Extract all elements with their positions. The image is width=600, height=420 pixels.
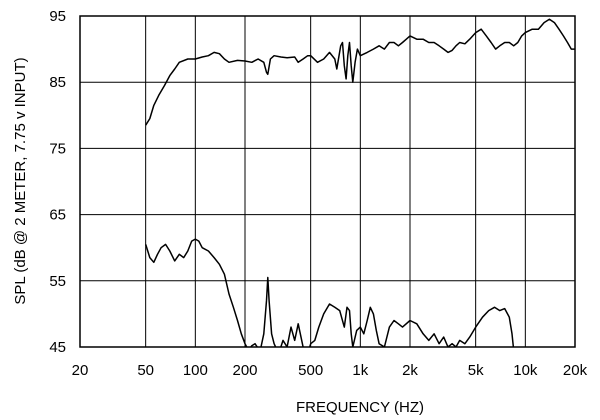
series-line-1 bbox=[145, 18, 575, 126]
x-tick-label: 50 bbox=[137, 362, 154, 379]
x-tick-label: 5k bbox=[468, 362, 484, 379]
series-line-2 bbox=[144, 238, 515, 347]
x-tick-label: 20k bbox=[563, 362, 588, 379]
x-tick-label: 10k bbox=[513, 362, 538, 379]
x-tick-labels: 20 50 100 200 500 1k 2k 5k 10k 20k bbox=[72, 362, 588, 379]
y-tick-label: 75 bbox=[49, 140, 66, 157]
x-tick-label: 500 bbox=[298, 362, 323, 379]
chart-series bbox=[144, 18, 575, 347]
y-tick-labels: 45 55 65 75 85 95 bbox=[49, 8, 66, 356]
y-tick-label: 45 bbox=[49, 339, 66, 356]
x-tick-label: 100 bbox=[183, 362, 208, 379]
x-tick-label: 200 bbox=[232, 362, 257, 379]
x-tick-label: 1k bbox=[352, 362, 368, 379]
plot-frame bbox=[79, 15, 576, 348]
x-tick-label: 2k bbox=[402, 362, 418, 379]
x-tick-label: 20 bbox=[72, 362, 89, 379]
y-tick-label: 95 bbox=[49, 8, 66, 25]
y-tick-label: 85 bbox=[49, 74, 66, 91]
y-tick-label: 55 bbox=[49, 273, 66, 290]
x-axis-title: FREQUENCY (HZ) bbox=[296, 399, 424, 416]
y-axis-title: SPL (dB @ 2 METER, 7.75 v INPUT) bbox=[12, 57, 29, 304]
y-tick-label: 65 bbox=[49, 207, 66, 224]
